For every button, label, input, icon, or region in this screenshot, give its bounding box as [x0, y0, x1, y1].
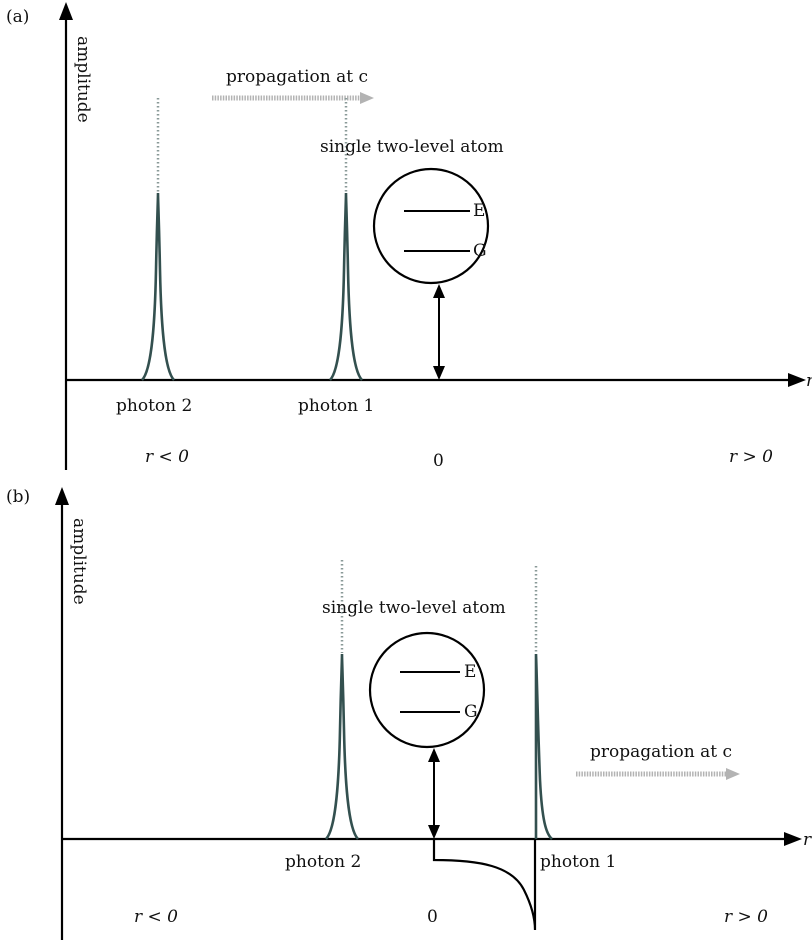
panel-b-region-zero: 0 [427, 907, 438, 927]
panel-b-x-arrowhead [784, 832, 802, 846]
panel-a-x-label: r [806, 371, 812, 391]
panel-a-photon-1-peak [328, 192, 364, 381]
panel-b-coupling-arrowhead-down [428, 825, 440, 839]
panel-a-coupling-arrowhead-up [433, 284, 445, 298]
panel-b-atom-label: single two-level atom [322, 598, 506, 618]
panel-b-level-g: G [464, 702, 478, 722]
panel-a-photon-1-label: photon 1 [298, 396, 374, 416]
panel-b-coupling-arrowhead-up [428, 748, 440, 762]
panel-b: (b) r amplitude photon 2 photon 1 propag… [6, 487, 812, 940]
panel-a-y-label: amplitude [73, 36, 93, 123]
panel-a-region-left: r < 0 [145, 447, 189, 467]
panel-b-tag: (b) [6, 487, 30, 507]
panel-a: (a) r amplitude propagation at c photon … [6, 2, 812, 471]
panel-a-atom-label: single two-level atom [320, 137, 504, 157]
panel-b-y-arrowhead [55, 487, 69, 505]
panel-a-x-arrowhead [788, 373, 806, 387]
panel-b-photon-2-peak [324, 653, 360, 840]
panel-a-propagation-label: propagation at c [226, 67, 368, 87]
panel-b-y-label: amplitude [69, 518, 89, 605]
panel-a-level-e: E [473, 201, 485, 221]
panel-a-region-zero: 0 [433, 451, 444, 471]
panel-b-photon-2-label: photon 2 [285, 852, 361, 872]
panel-b-photon-1-peak [534, 653, 553, 840]
panel-b-propagation-label: propagation at c [590, 742, 732, 762]
panel-a-y-arrowhead [59, 2, 73, 20]
panel-b-photon-1-label: photon 1 [540, 852, 616, 872]
panel-b-level-e: E [464, 662, 476, 682]
panel-a-photon-2-label: photon 2 [116, 396, 192, 416]
panel-a-region-right: r > 0 [729, 447, 773, 467]
panel-b-field-curve [432, 839, 537, 931]
panel-a-coupling-arrowhead-down [433, 366, 445, 380]
panel-a-tag: (a) [6, 7, 29, 27]
panel-b-atom-circle [368, 631, 486, 749]
panel-a-photon-2-peak [140, 192, 176, 381]
panel-b-propagation-arrowhead [726, 768, 740, 780]
panel-a-level-g: G [473, 241, 487, 261]
panel-b-x-label: r [803, 830, 812, 850]
panel-a-propagation-arrowhead [360, 92, 374, 104]
panel-b-region-right: r > 0 [724, 907, 768, 927]
panel-b-region-left: r < 0 [134, 907, 178, 927]
panel-a-atom-circle [372, 167, 490, 285]
